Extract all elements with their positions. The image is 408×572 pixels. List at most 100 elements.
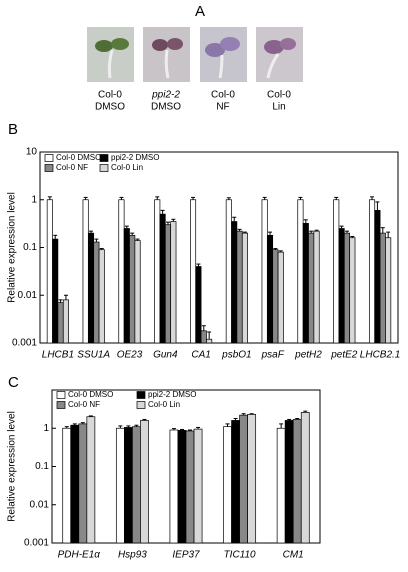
bar — [313, 230, 320, 344]
x-tick-label: CA1 — [191, 350, 210, 361]
bar — [115, 427, 125, 544]
bar — [129, 234, 136, 344]
bar — [241, 232, 248, 344]
bar — [297, 199, 304, 344]
bar — [369, 199, 376, 344]
bar — [57, 302, 64, 344]
bar — [231, 420, 240, 544]
x-tick-label: LHCB1 — [42, 350, 74, 361]
legend-label: Col-0 Lin — [148, 400, 180, 409]
x-tick-label: LHCB2.1 — [360, 350, 401, 361]
leaf — [167, 38, 183, 50]
bar — [300, 412, 310, 544]
caption: Lin — [272, 102, 285, 113]
bar — [276, 427, 286, 544]
bar — [206, 338, 213, 344]
x-tick-label: OE23 — [117, 350, 143, 361]
legend-label: ppi2-2 DMSO — [111, 153, 159, 162]
x-tick-label: TIC110 — [224, 550, 256, 561]
x-tick-label: IEP37 — [172, 550, 200, 561]
caption: DMSO — [151, 102, 181, 113]
legend-label: Col-0 DMSO — [56, 153, 101, 162]
legend-swatch — [99, 164, 109, 172]
bar — [343, 232, 351, 344]
bar — [266, 234, 274, 344]
bar — [169, 429, 179, 544]
y-axis-label: Relative expression level — [7, 411, 18, 522]
bar — [292, 419, 302, 544]
bar — [140, 420, 149, 544]
bar — [349, 237, 356, 344]
bar — [231, 221, 238, 344]
x-tick-label: SSU1A — [77, 350, 110, 361]
stem — [266, 53, 280, 79]
x-tick-label: Hsp93 — [118, 550, 147, 561]
leaf — [205, 43, 225, 57]
bar — [284, 420, 294, 544]
bar — [239, 414, 248, 544]
bar — [170, 221, 177, 344]
x-tick-label: petH2 — [294, 350, 322, 361]
legend-label: Col-0 DMSO — [68, 390, 113, 399]
caption: Col-0 — [267, 90, 291, 101]
bar — [200, 330, 207, 344]
leaf — [264, 40, 284, 54]
stem — [107, 49, 114, 79]
legend-swatch — [44, 154, 54, 162]
bar — [52, 238, 59, 344]
bar — [164, 224, 172, 344]
y-tick-label: 0.01 — [18, 290, 38, 301]
bar — [374, 209, 381, 344]
bar — [86, 416, 96, 544]
x-tick-label: petE2 — [330, 350, 358, 361]
x-tick-label: psaF — [261, 350, 285, 361]
bar — [98, 249, 105, 344]
bar — [62, 427, 72, 544]
legend-swatch — [136, 401, 146, 409]
bar — [247, 414, 257, 544]
bar — [225, 199, 232, 344]
bar — [118, 199, 125, 344]
y-tick-label: 0.001 — [24, 538, 49, 549]
bar — [333, 199, 340, 344]
bar — [385, 237, 392, 344]
bar — [78, 423, 88, 544]
leaf — [220, 37, 240, 51]
bar — [134, 240, 141, 344]
legend-label: Col-0 NF — [56, 163, 88, 172]
x-tick-label: PDH-E1α — [58, 550, 101, 561]
bar — [379, 232, 386, 344]
panel-label: A — [195, 3, 205, 20]
stem — [218, 54, 224, 79]
bar — [62, 299, 69, 344]
bar — [223, 426, 232, 544]
bar — [302, 223, 309, 344]
bar — [124, 427, 133, 544]
bar — [159, 213, 166, 344]
bar — [82, 199, 89, 344]
legend-swatch — [99, 154, 109, 162]
photos — [87, 27, 303, 82]
bar — [308, 232, 315, 344]
caption: Col-0 — [98, 90, 122, 101]
bar — [261, 199, 268, 344]
legend-swatch — [44, 164, 54, 172]
bar — [193, 428, 203, 544]
leaf — [280, 38, 296, 50]
legend-label: ppi2-2 DMSO — [148, 390, 196, 399]
x-tick-label: Gun4 — [153, 350, 178, 361]
y-tick-label: 10 — [26, 147, 38, 158]
stem — [164, 49, 170, 79]
caption: ppi2-2 — [151, 90, 180, 101]
bar — [154, 199, 161, 344]
x-tick-label: CM1 — [283, 550, 304, 561]
bar — [46, 199, 53, 344]
bar — [195, 266, 202, 344]
caption: NF — [216, 102, 229, 113]
bar — [185, 430, 195, 544]
y-tick-label: 0.001 — [12, 338, 37, 349]
y-tick-label: 1 — [31, 194, 37, 205]
bar — [338, 228, 345, 344]
caption: Col-0 — [211, 90, 235, 101]
